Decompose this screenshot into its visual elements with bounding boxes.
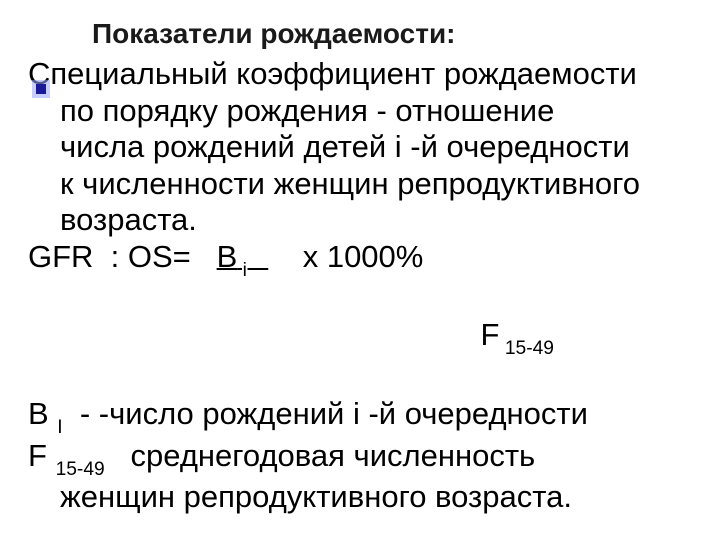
definition-f-line2: женщин репродуктивного возраста. (28, 479, 692, 516)
definition-b: B I - -число рождений i -й очередности (28, 396, 692, 438)
denom-sym: F (300, 317, 500, 352)
formula-line: GFR : OS= B i х 1000% (28, 239, 692, 281)
formula-denominator: F 15-49 (28, 281, 692, 396)
formula-prefix: GFR : OS= (28, 239, 217, 274)
slide: Показатели рождаемости: Специальный коэф… (0, 0, 720, 540)
definition-f-line1: F 15-49 среднегодовая численность (28, 438, 692, 480)
def-line-5: возраста. (28, 202, 692, 239)
def-line-3: числа рождений детей i -й очередности (28, 129, 692, 166)
def-f-text1: среднегодовая численность (105, 438, 536, 473)
slide-title: Показатели рождаемости: (92, 18, 692, 50)
def-line-4: к численности женщин репродуктивного (28, 166, 692, 203)
def-b-text: - -число рождений i -й очередности (63, 396, 588, 431)
def-f-sub: 15-49 (56, 459, 105, 480)
def-line-1: Специальный коэффициент рождаемости (28, 56, 692, 93)
bullet-icon (32, 80, 50, 98)
def-b-sub: I (57, 417, 62, 438)
def-b-sym: B (28, 396, 57, 431)
formula-num-sym: B (217, 239, 238, 274)
def-f-sym: F (28, 438, 56, 473)
formula-numerator: B i (217, 239, 269, 274)
formula-mult: х 1000% (268, 239, 423, 274)
denom-sub: 15-49 (500, 338, 554, 359)
def-line-2: по порядку рождения - отношение (28, 93, 692, 130)
formula-num-sub: i (237, 260, 268, 281)
body-text: Специальный коэффициент рождаемости по п… (28, 56, 692, 516)
